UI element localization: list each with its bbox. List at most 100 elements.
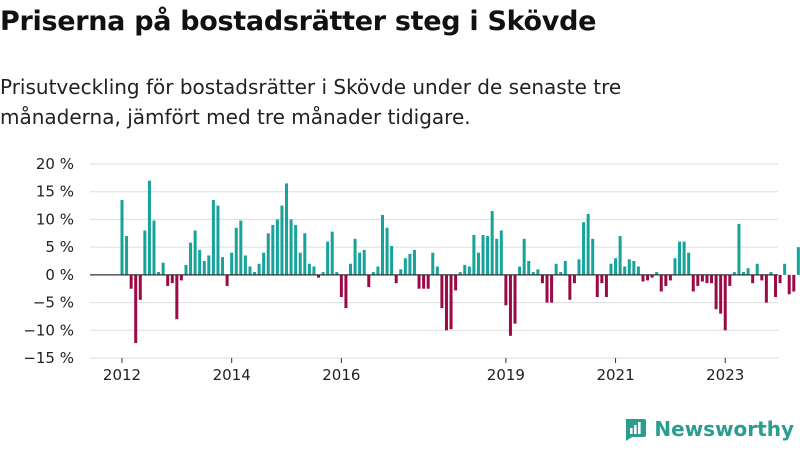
bar xyxy=(275,219,279,275)
bar xyxy=(280,205,284,275)
bar xyxy=(476,252,480,275)
bar xyxy=(303,233,307,275)
bar xyxy=(783,263,787,275)
bar xyxy=(317,274,321,278)
bar xyxy=(152,220,156,275)
bar xyxy=(376,266,380,275)
bar xyxy=(271,224,275,275)
bar xyxy=(189,242,193,275)
bar xyxy=(641,274,645,282)
bar xyxy=(486,236,490,275)
bar xyxy=(600,274,604,284)
bar xyxy=(440,274,444,309)
bar xyxy=(289,219,293,275)
bar xyxy=(536,269,540,275)
x-tick-label: 2021 xyxy=(596,366,634,384)
bar xyxy=(490,211,494,275)
bar xyxy=(481,234,485,275)
bar xyxy=(499,230,503,275)
bar xyxy=(143,230,147,275)
bar xyxy=(792,274,796,292)
y-tick-label: 15 % xyxy=(36,183,74,201)
bar xyxy=(266,233,270,275)
y-tick-label: −15 % xyxy=(23,349,74,367)
bar xyxy=(760,274,764,281)
y-tick-label: 5 % xyxy=(45,238,74,256)
bar xyxy=(545,274,549,303)
bar xyxy=(472,234,476,275)
bar xyxy=(294,224,298,275)
bar xyxy=(326,241,330,275)
bar xyxy=(394,274,398,284)
bars xyxy=(120,180,800,344)
bar xyxy=(591,238,595,275)
bar xyxy=(179,274,183,281)
bar xyxy=(508,274,512,336)
bar xyxy=(604,274,608,298)
bar xyxy=(234,227,238,275)
bar xyxy=(659,274,663,292)
bar xyxy=(262,252,266,275)
bar xyxy=(380,214,384,275)
bar xyxy=(225,274,229,286)
bar xyxy=(774,274,778,298)
bar xyxy=(513,274,517,324)
bar xyxy=(710,274,714,284)
bar xyxy=(646,274,650,281)
bar xyxy=(431,252,435,275)
bar-chart: 20 % 15 % 10 % 5 % 0 % −5 % −10 % −15 % 2012 2014… xyxy=(23,155,800,384)
bar xyxy=(353,238,357,275)
bar xyxy=(746,268,750,275)
bar xyxy=(691,274,695,292)
bar xyxy=(221,257,225,275)
bar xyxy=(426,274,430,289)
bar xyxy=(458,272,462,275)
bar xyxy=(298,252,302,275)
bar xyxy=(454,274,458,291)
bar xyxy=(732,272,736,275)
bar xyxy=(531,272,535,275)
bar xyxy=(349,263,352,275)
newsworthy-logo-icon xyxy=(626,419,647,441)
bar xyxy=(554,263,558,275)
bar xyxy=(312,266,316,275)
bar xyxy=(769,272,773,275)
y-tick-label: 10 % xyxy=(36,210,74,228)
bar xyxy=(609,263,613,275)
bar xyxy=(285,183,289,275)
gridlines xyxy=(90,163,778,359)
bar xyxy=(253,272,257,275)
bar xyxy=(399,269,403,275)
bar xyxy=(518,266,522,275)
bar xyxy=(161,262,165,275)
bar xyxy=(700,274,704,282)
bar xyxy=(682,241,686,275)
bar xyxy=(125,236,129,275)
bar xyxy=(362,249,366,275)
bar xyxy=(778,274,782,284)
brand-name: Newsworthy xyxy=(654,417,794,441)
bar xyxy=(138,274,142,300)
bar xyxy=(522,238,526,275)
bar xyxy=(728,274,732,286)
bar xyxy=(687,252,691,275)
bar xyxy=(321,272,325,275)
bar xyxy=(463,264,467,275)
x-tick-label: 2012 xyxy=(103,366,141,384)
bar xyxy=(678,241,682,275)
bar xyxy=(563,261,567,275)
bar xyxy=(764,274,768,303)
bar xyxy=(422,274,426,289)
bar xyxy=(655,272,659,275)
bar xyxy=(568,274,572,300)
bar xyxy=(358,252,362,275)
bar xyxy=(636,266,640,275)
bar xyxy=(627,259,631,275)
bar xyxy=(527,261,531,275)
bar xyxy=(211,200,215,275)
bar xyxy=(339,274,343,298)
bar xyxy=(307,263,311,275)
bar xyxy=(417,274,421,289)
y-tick-label: 20 % xyxy=(36,155,74,173)
bar xyxy=(572,274,576,284)
